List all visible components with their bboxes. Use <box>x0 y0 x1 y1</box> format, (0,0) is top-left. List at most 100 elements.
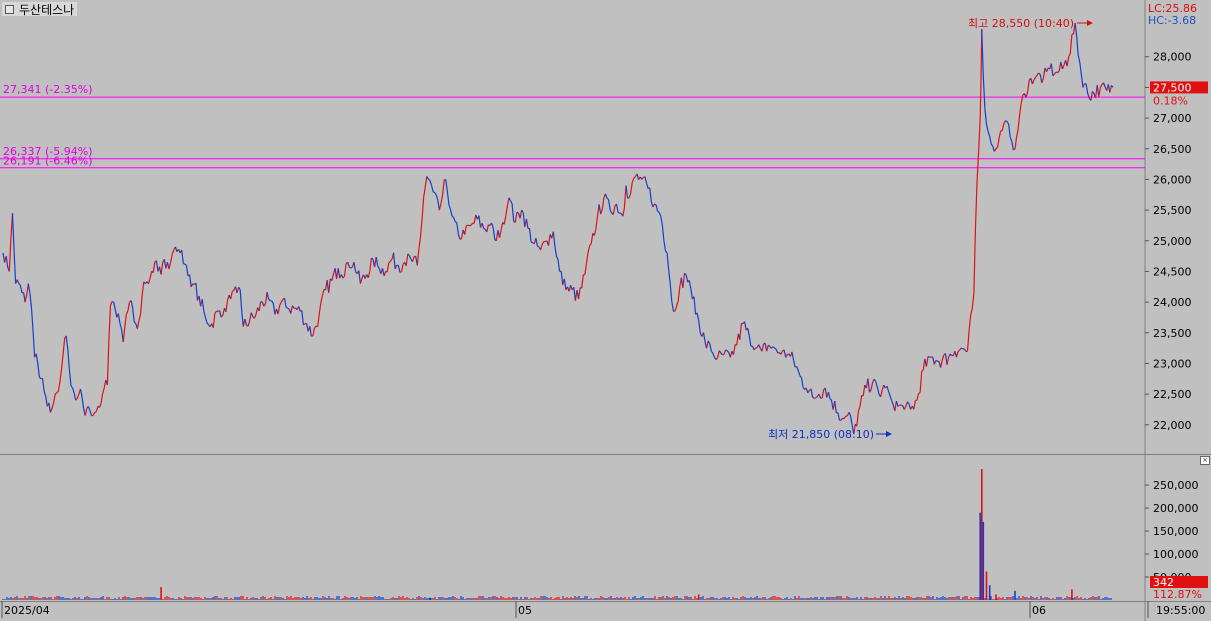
price-series-segment <box>426 176 429 180</box>
price-series-segment <box>810 388 814 398</box>
price-series-segment <box>445 179 448 191</box>
price-series-segment <box>870 381 874 390</box>
price-series-segment <box>343 263 347 277</box>
checkbox-icon[interactable] <box>5 4 14 14</box>
price-series-segment <box>921 369 924 372</box>
close-icon[interactable]: × <box>1200 456 1210 465</box>
price-series-segment <box>843 415 847 420</box>
price-series-segment <box>729 351 733 358</box>
price-series-segment <box>405 253 409 266</box>
price-series-segment <box>1008 124 1011 138</box>
price-series-segment <box>557 259 561 272</box>
price-series-segment <box>528 228 532 243</box>
price-series-segment <box>124 314 127 327</box>
price-series-segment <box>922 358 926 370</box>
date-tick-label: 05 <box>518 604 532 617</box>
price-series-segment <box>722 353 725 356</box>
price-series-segment <box>220 314 224 318</box>
price-series-segment <box>748 335 752 347</box>
price-series-segment <box>1061 64 1065 70</box>
price-series-segment <box>609 209 613 214</box>
price-series-segment <box>1041 78 1044 84</box>
price-series-segment <box>331 273 335 281</box>
stock-title[interactable]: 두산테스나 <box>2 2 78 17</box>
price-series-segment <box>815 396 818 399</box>
price-series-segment <box>989 136 992 145</box>
volume-pct-label: 112.87% <box>1153 588 1202 601</box>
price-series-segment <box>932 356 935 365</box>
price-series-segment <box>993 148 997 152</box>
price-series-segment <box>970 307 973 316</box>
price-series-segment <box>314 325 317 329</box>
price-series-segment <box>587 245 591 253</box>
price-series-segment <box>2 252 6 263</box>
price-series-segment <box>554 245 557 256</box>
price-tick-label: 26,000 <box>1153 173 1192 186</box>
price-series-segment <box>625 185 629 199</box>
price-series-segment <box>460 229 464 239</box>
price-series-segment <box>491 222 494 229</box>
price-series-segment <box>442 179 445 196</box>
price-series-segment <box>985 124 989 132</box>
price-series-segment <box>570 285 573 290</box>
price-series-segment <box>710 350 714 354</box>
price-tick-label: 28,000 <box>1153 51 1192 64</box>
price-series-segment <box>272 303 276 315</box>
price-series-segment <box>1019 102 1022 114</box>
price-series-segment <box>283 298 287 308</box>
price-series-segment <box>60 354 64 370</box>
price-series-segment <box>655 204 659 212</box>
price-series-segment <box>155 260 159 272</box>
price-series-segment <box>291 305 295 309</box>
price-series-segment <box>495 230 499 241</box>
price-series-segment <box>889 395 893 401</box>
price-series-segment <box>62 338 66 355</box>
price-series-segment <box>663 240 667 251</box>
price-series-segment <box>827 391 831 399</box>
price-tick-label: 27,000 <box>1153 112 1192 125</box>
price-series-segment <box>239 289 243 313</box>
price-series-segment <box>492 227 496 240</box>
price-series-segment <box>688 280 692 289</box>
price-series-segment <box>941 354 945 361</box>
price-series-segment <box>657 210 660 213</box>
price-series-segment <box>916 393 920 401</box>
price-series-segment <box>24 294 28 303</box>
price-series-segment <box>880 390 883 397</box>
price-series-segment <box>857 406 861 412</box>
price-series-segment <box>53 393 56 404</box>
price-series-segment <box>113 301 116 310</box>
price-series-segment <box>981 29 984 77</box>
price-series-segment <box>230 291 233 300</box>
price-series-segment <box>100 393 104 404</box>
price-series-segment <box>650 201 654 208</box>
price-series-segment <box>767 344 771 347</box>
price-series-segment <box>1082 83 1086 88</box>
price-series-segment <box>225 300 229 312</box>
price-series-segment <box>631 177 635 183</box>
price-series-segment <box>665 250 668 254</box>
price-series-segment <box>109 301 113 306</box>
price-series-segment <box>998 130 1002 138</box>
price-series-segment <box>287 307 290 310</box>
price-series-segment <box>427 178 431 181</box>
price-series-segment <box>891 400 894 406</box>
price-series-segment <box>488 224 491 226</box>
price-series-segment <box>1050 63 1054 77</box>
price-series-segment <box>81 397 85 409</box>
price-series-segment <box>285 306 288 309</box>
price-series-segment <box>537 245 540 248</box>
price-series-segment <box>198 295 202 307</box>
price-reference-label: 26,191 (-6.46%) <box>3 155 92 168</box>
price-series-segment <box>174 246 178 252</box>
price-series-segment <box>337 268 341 279</box>
price-series-segment <box>560 271 564 285</box>
price-series-segment <box>982 76 986 109</box>
price-series-segment <box>353 262 357 272</box>
price-series-segment <box>238 286 241 291</box>
date-tick-label: 2025/04 <box>4 604 50 617</box>
price-series-segment <box>666 252 670 270</box>
price-series-segment <box>649 187 652 202</box>
price-series-segment <box>862 385 866 396</box>
